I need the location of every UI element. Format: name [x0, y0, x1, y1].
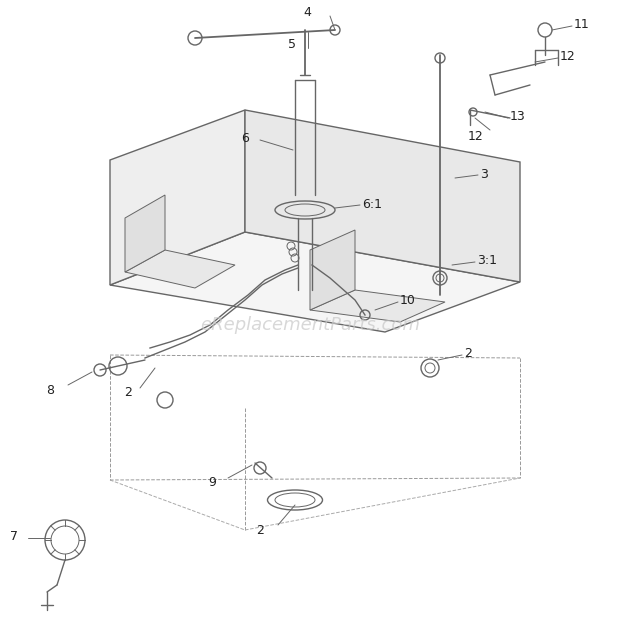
Text: 7: 7 — [10, 529, 18, 543]
Text: 2: 2 — [256, 524, 264, 536]
Text: 13: 13 — [510, 109, 526, 122]
Text: 5: 5 — [288, 38, 296, 51]
Text: 10: 10 — [400, 294, 416, 307]
Text: 2: 2 — [464, 346, 472, 360]
Polygon shape — [310, 290, 445, 322]
Polygon shape — [125, 195, 165, 272]
Text: 6:1: 6:1 — [362, 198, 382, 211]
Polygon shape — [245, 110, 520, 282]
Text: 8: 8 — [46, 383, 54, 397]
Polygon shape — [125, 250, 235, 288]
Text: 4: 4 — [303, 6, 311, 19]
Text: 6: 6 — [241, 131, 249, 145]
Polygon shape — [310, 230, 355, 310]
Text: eReplacementParts.com: eReplacementParts.com — [200, 316, 420, 334]
Text: 11: 11 — [574, 17, 590, 31]
Text: 9: 9 — [208, 476, 216, 488]
Text: 3:1: 3:1 — [477, 253, 497, 266]
Text: 12: 12 — [560, 49, 576, 63]
Text: 2: 2 — [124, 385, 132, 399]
Text: 12: 12 — [468, 129, 484, 143]
Polygon shape — [110, 232, 520, 332]
Text: 3: 3 — [480, 168, 488, 180]
Polygon shape — [110, 110, 245, 285]
